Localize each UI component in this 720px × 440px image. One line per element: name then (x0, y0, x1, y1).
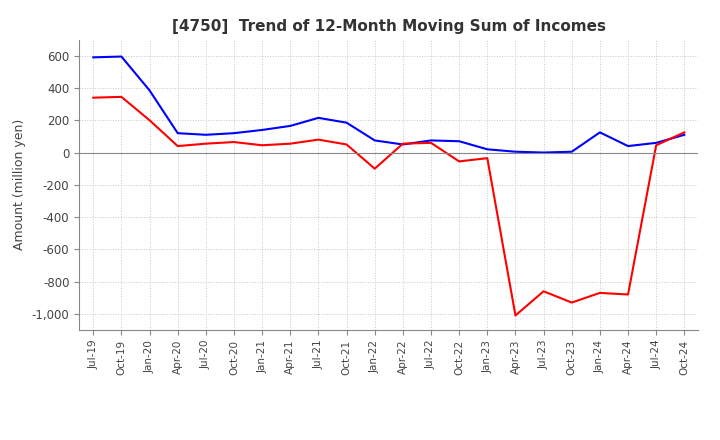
Net Income (145, 117, 154, 123)
Ordinary Income (286, 123, 294, 128)
Net Income (174, 143, 182, 149)
Ordinary Income (342, 120, 351, 125)
Net Income (314, 137, 323, 142)
Net Income (680, 130, 688, 135)
Ordinary Income (595, 130, 604, 135)
Ordinary Income (652, 140, 660, 146)
Net Income (342, 142, 351, 147)
Net Income (202, 141, 210, 146)
Net Income (89, 95, 98, 100)
Net Income (286, 141, 294, 146)
Ordinary Income (89, 55, 98, 60)
Net Income (455, 159, 464, 164)
Net Income (624, 292, 632, 297)
Ordinary Income (145, 88, 154, 93)
Ordinary Income (258, 127, 266, 132)
Ordinary Income (427, 138, 436, 143)
Net Income (652, 143, 660, 148)
Ordinary Income (117, 54, 126, 59)
Net Income (399, 141, 408, 146)
Net Income (258, 143, 266, 148)
Y-axis label: Amount (million yen): Amount (million yen) (13, 119, 26, 250)
Ordinary Income (483, 147, 492, 152)
Net Income (230, 139, 238, 145)
Line: Ordinary Income: Ordinary Income (94, 56, 684, 153)
Title: [4750]  Trend of 12-Month Moving Sum of Incomes: [4750] Trend of 12-Month Moving Sum of I… (172, 19, 606, 34)
Net Income (567, 300, 576, 305)
Net Income (595, 290, 604, 296)
Line: Net Income: Net Income (94, 97, 684, 315)
Ordinary Income (539, 150, 548, 155)
Ordinary Income (399, 142, 408, 147)
Ordinary Income (314, 115, 323, 121)
Net Income (427, 140, 436, 146)
Ordinary Income (455, 139, 464, 144)
Net Income (117, 94, 126, 99)
Net Income (539, 289, 548, 294)
Ordinary Income (202, 132, 210, 137)
Net Income (370, 166, 379, 171)
Net Income (511, 313, 520, 318)
Ordinary Income (624, 143, 632, 149)
Ordinary Income (370, 138, 379, 143)
Ordinary Income (680, 132, 688, 137)
Net Income (483, 155, 492, 161)
Ordinary Income (511, 149, 520, 154)
Ordinary Income (567, 149, 576, 154)
Ordinary Income (174, 131, 182, 136)
Ordinary Income (230, 131, 238, 136)
